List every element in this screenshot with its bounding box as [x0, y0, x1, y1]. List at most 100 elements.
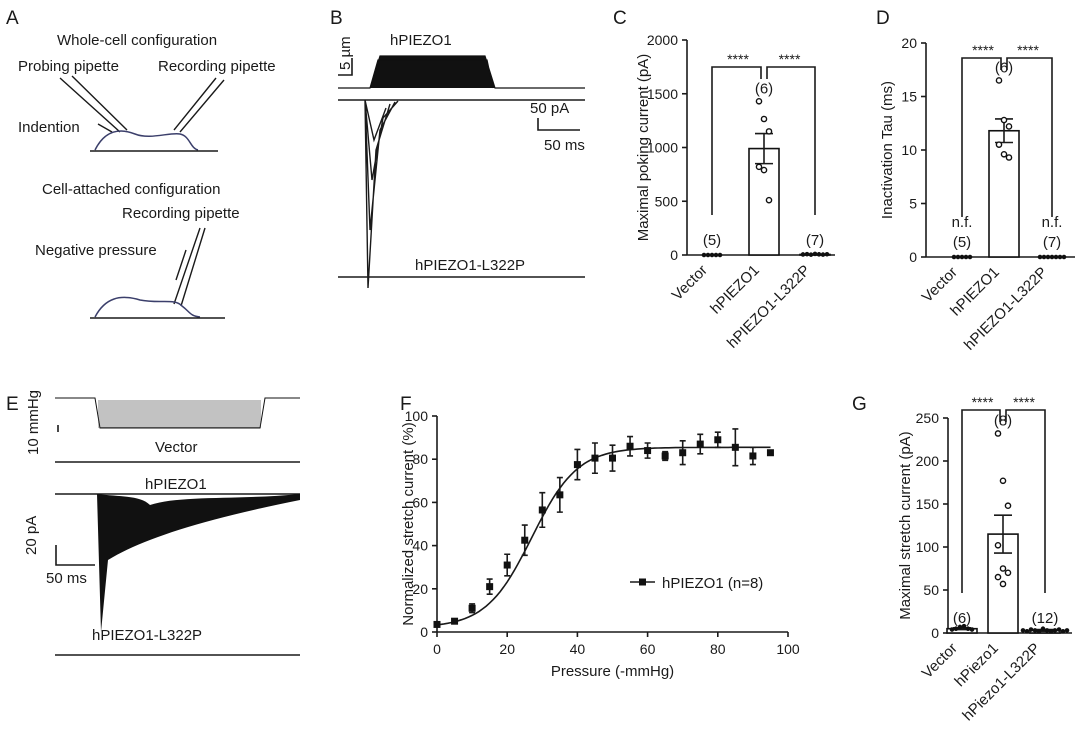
n-label-0: (5)	[953, 234, 971, 251]
data-point	[816, 252, 822, 257]
significance-label-1: ****	[1017, 42, 1039, 58]
y-tick-label: 20	[412, 581, 428, 597]
poking-current-traces	[364, 99, 399, 289]
y-tick-label: 5	[909, 196, 917, 212]
y-tick-label: 80	[412, 451, 428, 467]
chart-c: C 0 500 1000 1500 2000 Maximal poking current …	[613, 8, 835, 352]
scale-um-label: 5 µm	[337, 36, 354, 70]
data-point	[760, 166, 768, 174]
trace-label-mutant-e: hPIEZO1-L322P	[92, 627, 202, 644]
data-point	[1061, 254, 1067, 260]
y-tick-label: 2000	[647, 32, 678, 48]
legend-marker	[639, 578, 646, 586]
data-point	[538, 506, 546, 514]
significance-label-0: ****	[972, 42, 994, 58]
data-point	[1005, 123, 1013, 130]
data-point	[609, 454, 616, 462]
scale-ms-label-e: 50 ms	[46, 570, 87, 587]
n-label-1: (6)	[755, 80, 773, 97]
n-label-2: (12)	[1032, 610, 1059, 627]
data-point	[965, 626, 971, 632]
x-tick-label-2: hPiezo1-L322P	[959, 640, 1044, 725]
y-tick-label: 1000	[647, 140, 678, 156]
n-label-1: (6)	[995, 59, 1013, 76]
x-tick-label: 60	[640, 641, 656, 657]
y-tick-label: 200	[916, 453, 940, 469]
y-tick-label: 500	[655, 193, 679, 209]
panel-letter-b: B	[330, 8, 343, 29]
data-point	[1005, 154, 1013, 161]
data-point	[591, 454, 599, 462]
chart-f: F 0 20 40 60 80 100 0 20 40 60 80 100 Pressure (-mmHg…	[400, 394, 800, 680]
data-point	[1057, 254, 1063, 260]
data-point	[644, 447, 652, 455]
n-label-0: (6)	[953, 610, 971, 627]
data-point	[1000, 150, 1008, 158]
data-point	[994, 573, 1002, 581]
probing-pipette-label: Probing pipette	[18, 58, 119, 75]
cell-outline	[94, 130, 199, 151]
y-tick-label: 150	[916, 496, 940, 512]
n-label-0: (5)	[703, 232, 721, 249]
data-point	[999, 580, 1007, 588]
scale-bar-pa-ms-e	[55, 545, 95, 566]
whole-cell-title: Whole-cell configuration	[57, 32, 217, 49]
trace-label-mutant: hPIEZO1-L322P	[415, 257, 525, 274]
data-point	[679, 449, 687, 457]
cell-attached-pipette	[173, 227, 206, 307]
y-tick-label: 1500	[647, 86, 678, 102]
data-point	[1000, 116, 1008, 124]
data-point	[959, 254, 965, 260]
data-point	[760, 115, 768, 123]
data-point	[521, 536, 529, 544]
stretch-current-traces	[97, 494, 300, 632]
data-point	[701, 252, 707, 258]
nf-label-0: n.f.	[952, 214, 973, 231]
recording-pipette-label-2: Recording pipette	[122, 205, 240, 222]
data-point	[995, 77, 1003, 84]
data-point	[714, 436, 722, 444]
scale-mmhg-label: 10 mmHg	[25, 390, 42, 455]
y-tick-label: 0	[909, 249, 917, 265]
data-point	[963, 254, 969, 260]
y-axis-label: Inactivation Tau (ms)	[879, 81, 896, 219]
y-tick-label: 20	[901, 35, 917, 51]
fit-curve	[436, 446, 771, 626]
x-tick-label: 100	[776, 641, 800, 657]
data-point	[468, 604, 476, 612]
pressure-steps	[98, 400, 261, 428]
significance-label-1: ****	[1013, 394, 1035, 410]
data-point	[766, 449, 774, 457]
stimulus-steps	[338, 55, 585, 89]
n-label-2: (7)	[1043, 234, 1061, 251]
trace-label-vector: Vector	[155, 439, 198, 456]
data-point	[717, 252, 723, 258]
y-tick-label: 0	[420, 624, 428, 640]
data-point	[1040, 626, 1046, 632]
x-tick-label-0: Vector	[669, 262, 711, 304]
data-point	[999, 477, 1007, 485]
probing-pipette	[59, 75, 128, 133]
y-tick-label: 50	[923, 582, 939, 598]
cell-attached-title: Cell-attached configuration	[42, 181, 220, 198]
data-point	[967, 254, 973, 260]
data-point	[953, 626, 959, 632]
y-tick-label: 40	[412, 538, 428, 554]
data-point	[949, 627, 955, 632]
scale-ms-label: 50 ms	[544, 137, 585, 154]
data-point	[812, 251, 818, 257]
data-point	[1048, 628, 1054, 634]
data-point	[820, 252, 826, 257]
indention-label: Indention	[18, 119, 80, 136]
data-point	[713, 252, 719, 258]
y-tick-label: 10	[901, 142, 917, 158]
data-point	[486, 583, 494, 591]
panel-letter-a: A	[6, 8, 19, 29]
significance-label-0: ****	[727, 51, 749, 67]
data-point	[999, 565, 1007, 572]
data-point	[1020, 628, 1026, 633]
y-tick-label: 0	[670, 247, 678, 263]
data-point	[1028, 627, 1034, 632]
scale-bar-pa-ms	[537, 118, 580, 131]
data-point	[1037, 254, 1043, 260]
